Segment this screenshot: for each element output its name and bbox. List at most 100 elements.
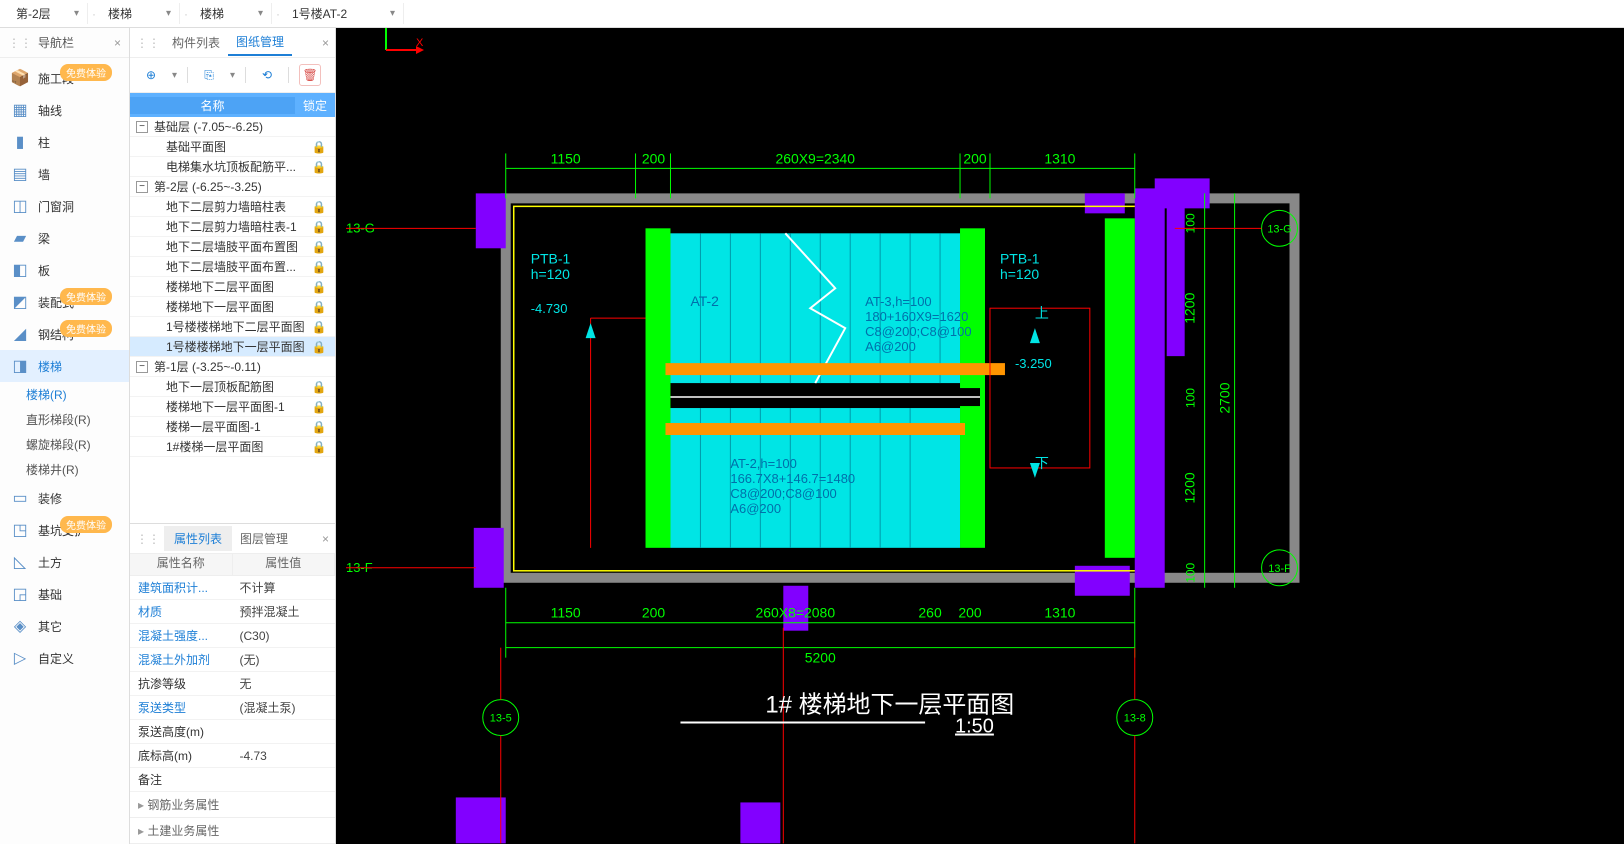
chevron-down-icon[interactable]: ▾ <box>172 70 177 81</box>
tree-item[interactable]: 地下二层墙肢平面布置...🔒 <box>130 257 335 277</box>
property-row[interactable]: 混凝土强度...(C30) <box>130 624 335 648</box>
prop-group-rebar[interactable]: 钢筋业务属性 <box>130 792 335 818</box>
tree-item[interactable]: 楼梯地下二层平面图🔒 <box>130 277 335 297</box>
property-row[interactable]: 底标高(m)-4.73 <box>130 744 335 768</box>
tree-item[interactable]: 楼梯一层平面图-1🔒 <box>130 417 335 437</box>
drawing-canvas[interactable]: 1150 200 260X9=2340 200 1310 1150 200 26… <box>336 28 1624 844</box>
nav-item[interactable]: ▮ 柱 <box>0 126 129 158</box>
nav-item[interactable]: ◩ 装配式 免费体验 <box>0 286 129 318</box>
nav-icon: ▮ <box>10 132 30 152</box>
nav-item[interactable]: ◈ 其它 <box>0 610 129 642</box>
subcategory-dropdown[interactable]: 楼梯 ▾ <box>192 3 272 24</box>
property-row[interactable]: 泵送类型(混凝土泵) <box>130 696 335 720</box>
prop-value[interactable]: -4.73 <box>234 749 336 763</box>
sub-nav-item[interactable]: 螺旋梯段(R) <box>14 432 129 457</box>
nav-item[interactable]: ◺ 土方 <box>0 546 129 578</box>
lock-icon[interactable]: 🔒 <box>309 280 329 294</box>
property-row[interactable]: 抗渗等级无 <box>130 672 335 696</box>
collapse-icon[interactable]: − <box>136 181 148 193</box>
property-row[interactable]: 备注 <box>130 768 335 792</box>
add-button[interactable]: ⊕ <box>140 64 162 86</box>
nav-item[interactable]: ◳ 基坑支护 免费体验 <box>0 514 129 546</box>
sub-nav-item[interactable]: 直形梯段(R) <box>14 407 129 432</box>
lock-icon[interactable]: 🔒 <box>309 240 329 254</box>
nav-items-list: 📦 施工段 免费体验▦ 轴线 ▮ 柱 ▤ 墙 ◫ 门窗洞 ▰ 梁 ◧ 板 ◩ 装… <box>0 58 129 678</box>
tab-layer-manage[interactable]: 图层管理 <box>232 526 296 551</box>
instance-dropdown[interactable]: 1号楼AT-2 ▾ <box>284 3 404 24</box>
tree-item[interactable]: 地下二层剪力墙暗柱表🔒 <box>130 197 335 217</box>
category-dropdown[interactable]: 楼梯 ▾ <box>100 3 180 24</box>
prop-value[interactable]: (C30) <box>234 629 336 643</box>
lock-icon[interactable]: 🔒 <box>309 440 329 454</box>
lock-icon[interactable]: 🔒 <box>309 400 329 414</box>
tab-property-list[interactable]: 属性列表 <box>164 526 232 551</box>
tree-group[interactable]: −第-2层 (-6.25~-3.25) <box>130 177 335 197</box>
prop-value[interactable]: (无) <box>234 651 336 668</box>
tab-drawing-manage[interactable]: 图纸管理 <box>228 29 292 56</box>
nav-item[interactable]: ◫ 门窗洞 <box>0 190 129 222</box>
lock-icon[interactable]: 🔒 <box>309 220 329 234</box>
nav-item[interactable]: ◢ 钢结构 免费体验 <box>0 318 129 350</box>
nav-item[interactable]: ◧ 板 <box>0 254 129 286</box>
tree-label: 地下二层墙肢平面布置... <box>136 258 309 275</box>
nav-item[interactable]: ◨ 楼梯 <box>0 350 129 382</box>
tree-item[interactable]: 电梯集水坑顶板配筋平...🔒 <box>130 157 335 177</box>
tree-item[interactable]: 1#楼梯一层平面图🔒 <box>130 437 335 457</box>
lock-icon[interactable]: 🔒 <box>309 200 329 214</box>
refresh-button[interactable]: ⟲ <box>256 64 278 86</box>
floor-dropdown[interactable]: 第-2层 ▾ <box>8 3 88 24</box>
nav-item[interactable]: ▦ 轴线 <box>0 94 129 126</box>
tree-group[interactable]: −第-1层 (-3.25~-0.11) <box>130 357 335 377</box>
nav-item[interactable]: 📦 施工段 免费体验 <box>0 62 129 94</box>
sub-nav-item[interactable]: 楼梯井(R) <box>14 457 129 482</box>
tree-item[interactable]: 楼梯地下一层平面图-1🔒 <box>130 397 335 417</box>
nav-item[interactable]: ▭ 装修 <box>0 482 129 514</box>
property-row[interactable]: 材质预拌混凝土 <box>130 600 335 624</box>
tab-component-list[interactable]: 构件列表 <box>164 30 228 55</box>
lock-icon[interactable]: 🔒 <box>309 420 329 434</box>
prop-value[interactable]: 不计算 <box>234 579 336 596</box>
tree-item[interactable]: 基础平面图🔒 <box>130 137 335 157</box>
tree-group[interactable]: −基础层 (-7.05~-6.25) <box>130 117 335 137</box>
prop-name: 混凝土强度... <box>130 627 234 644</box>
tree-label: 地下二层墙肢平面布置图 <box>136 238 309 255</box>
prop-value[interactable]: (混凝土泵) <box>234 699 336 716</box>
property-row[interactable]: 混凝土外加剂(无) <box>130 648 335 672</box>
tree-item[interactable]: 地下二层剪力墙暗柱表-1🔒 <box>130 217 335 237</box>
close-icon[interactable]: × <box>322 36 329 50</box>
prop-name: 泵送类型 <box>130 699 234 716</box>
nav-item[interactable]: ◲ 基础 <box>0 578 129 610</box>
lock-icon[interactable]: 🔒 <box>309 300 329 314</box>
nav-item[interactable]: ▷ 自定义 <box>0 642 129 674</box>
sub-nav-item[interactable]: 楼梯(R) <box>14 382 129 407</box>
lock-icon[interactable]: 🔒 <box>309 340 329 354</box>
chevron-down-icon[interactable]: ▾ <box>230 70 235 81</box>
property-row[interactable]: 泵送高度(m) <box>130 720 335 744</box>
lock-icon[interactable]: 🔒 <box>309 320 329 334</box>
tree-item[interactable]: 楼梯地下一层平面图🔒 <box>130 297 335 317</box>
svg-text:13-G: 13-G <box>346 220 375 235</box>
nav-item[interactable]: ▰ 梁 <box>0 222 129 254</box>
tree-label: 第-2层 (-6.25~-3.25) <box>152 178 329 195</box>
lock-icon[interactable]: 🔒 <box>309 260 329 274</box>
tree-item[interactable]: 地下一层顶板配筋图🔒 <box>130 377 335 397</box>
close-icon[interactable]: × <box>114 36 121 50</box>
tree-item[interactable]: 地下二层墙肢平面布置图🔒 <box>130 237 335 257</box>
nav-label: 板 <box>38 262 119 279</box>
tree-item[interactable]: 1号楼楼梯地下二层平面图🔒 <box>130 317 335 337</box>
chevron-down-icon: ▾ <box>74 8 79 19</box>
collapse-icon[interactable]: − <box>136 121 148 133</box>
prop-group-civil[interactable]: 土建业务属性 <box>130 818 335 844</box>
prop-value[interactable]: 无 <box>234 675 336 692</box>
prop-value[interactable]: 预拌混凝土 <box>234 603 336 620</box>
lock-icon[interactable]: 🔒 <box>309 140 329 154</box>
lock-icon[interactable]: 🔒 <box>309 160 329 174</box>
delete-button[interactable]: 🗑 <box>299 64 321 86</box>
close-icon[interactable]: × <box>322 532 329 546</box>
collapse-icon[interactable]: − <box>136 361 148 373</box>
nav-item[interactable]: ▤ 墙 <box>0 158 129 190</box>
copy-button[interactable]: ⎘ <box>198 64 220 86</box>
lock-icon[interactable]: 🔒 <box>309 380 329 394</box>
tree-item[interactable]: 1号楼楼梯地下一层平面图🔒 <box>130 337 335 357</box>
property-row[interactable]: 建筑面积计...不计算 <box>130 576 335 600</box>
